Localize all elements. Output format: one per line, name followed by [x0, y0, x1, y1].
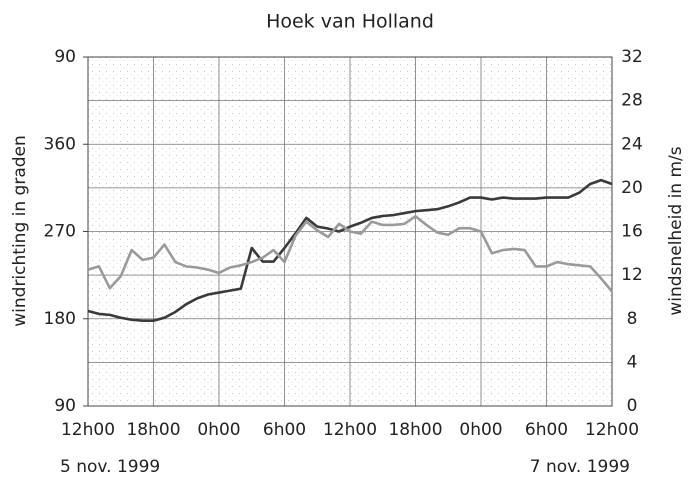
- x-tick-label: 18h00: [126, 420, 180, 440]
- y2-tick-label: 20: [621, 178, 643, 198]
- y-tick-label: 270: [44, 222, 76, 242]
- chart-title: Hoek van Holland: [266, 11, 434, 33]
- y2-tick-label: 8: [627, 309, 638, 329]
- y2-axis-label: windsnelheid in m/s: [666, 146, 686, 315]
- x-tick-label: 12h00: [585, 420, 639, 440]
- x-tick-label: 12h00: [323, 420, 377, 440]
- x-tick-label: 0h00: [459, 420, 502, 440]
- y-tick-label: 90: [54, 396, 76, 416]
- y-tick-label: 90: [54, 47, 76, 67]
- y2-tick-label: 28: [621, 91, 643, 111]
- series-line: [87, 178, 613, 322]
- x-tick-label: 0h00: [197, 420, 240, 440]
- y-tick-label: 360: [44, 134, 76, 154]
- y2-tick-label: 32: [621, 47, 643, 67]
- y2-tick-label: 24: [621, 134, 643, 154]
- x-tick-label: 18h00: [388, 420, 442, 440]
- y2-tick-label: 4: [627, 352, 638, 372]
- x-tick-label: 6h00: [525, 420, 568, 440]
- date-label: 5 nov. 1999: [60, 457, 160, 477]
- date-label: 7 nov. 1999: [530, 457, 630, 477]
- x-tick-label: 12h00: [61, 420, 115, 440]
- y2-tick-label: 0: [627, 396, 638, 416]
- y-tick-label: 180: [44, 309, 76, 329]
- x-tick-label: 6h00: [263, 420, 306, 440]
- y2-tick-label: 12: [621, 265, 643, 285]
- series-line: [87, 214, 613, 293]
- y-axis-label: windrichting in graden: [10, 135, 30, 327]
- plot-frame: [87, 56, 613, 407]
- y2-tick-label: 16: [621, 222, 643, 242]
